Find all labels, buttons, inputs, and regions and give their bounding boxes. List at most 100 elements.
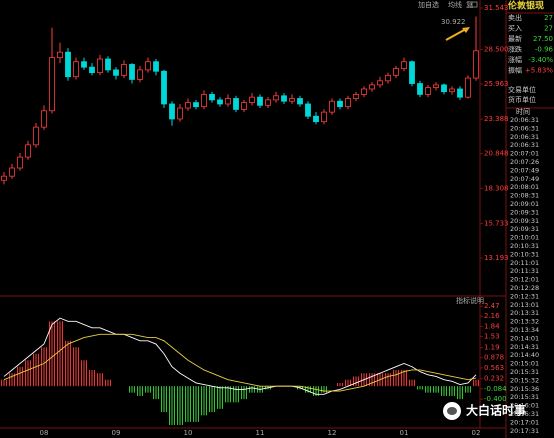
candle-body [241,102,247,110]
candle-body [41,110,47,128]
y-tick-label: 28.500 [484,45,509,53]
candle-body [97,58,103,74]
quote-label: 卖出 [508,13,522,22]
x-tick-label: 09 [112,429,121,437]
candle-body [161,70,167,105]
candle-body [425,87,431,95]
indicator-label[interactable]: 指标说明 [456,296,484,305]
candle-body [417,83,423,95]
quote-value: +5.83% [525,67,553,75]
candle-body [257,96,263,106]
y-tick-label: 1.53 [484,333,500,341]
candle-body [457,88,463,98]
tick-time: 20:14:01 [510,334,539,342]
candle-body [353,94,359,99]
candle-body [113,69,119,76]
quote-label: 涨跌 [508,45,522,54]
candle-body [465,77,471,98]
tick-time: 20:13:31 [510,309,539,317]
tick-time: 20:06:31 [510,133,539,141]
tick-time: 20:13:34 [510,326,539,334]
y-tick-label: 1.84 [484,323,500,331]
candle-body [145,61,151,71]
candle-body [329,100,335,113]
annotation-arrow [462,27,470,33]
tick-time: 20:07:01 [510,150,539,158]
y-tick-label: 1.19 [484,344,500,352]
toolbar-button[interactable]: 均线 [448,0,462,9]
tick-time: 20:16:01 [510,402,539,410]
y-tick-label: 2.47 [484,302,500,310]
candle-body [185,102,191,109]
candle-body [305,103,311,117]
x-tick-label: 12 [328,429,337,437]
y-tick-label: 25.963 [484,80,509,88]
unit-label: 货币单位 [508,95,536,104]
y-tick-label: 13.193 [484,254,509,262]
candle-body [441,84,447,93]
quote-title: 伦敦银现 [508,0,544,12]
candle-body [233,98,239,110]
tick-time: 20:14:31 [510,343,539,351]
x-tick-label: 11 [256,429,265,437]
tick-time: 20:06:31 [510,124,539,132]
candle-body [473,50,479,79]
candle-body [449,88,455,93]
candle-body [121,64,127,76]
tick-time: 20:12:01 [510,276,539,284]
tick-time: 20:15:01 [510,360,539,368]
candle-body [217,99,223,105]
macd-dea-line [3,333,477,392]
tick-time: 20:10:01 [510,234,539,242]
quote-value: -3.40% [528,56,553,64]
tick-time: 20:06:31 [510,116,539,124]
y-tick-label: 0.232 [484,375,504,383]
toolbar-icon[interactable] [471,1,478,8]
candle-body [249,96,255,104]
y-tick-label: 15.733 [484,219,509,227]
tick-time: 20:17:31 [510,427,539,435]
candle-body [385,74,391,82]
candle-body [369,84,375,90]
tick-time: 20:14:40 [510,351,539,359]
candle-body [337,100,343,108]
tick-time: 20:12:31 [510,292,539,300]
candle-body [153,61,159,72]
tick-time: 20:09:31 [510,208,539,216]
toolbar-button[interactable]: 复 [466,0,473,9]
candle-body [17,156,23,169]
tick-time: 20:11:31 [510,267,539,275]
watermark-icon [447,407,457,415]
quote-value: 27 [544,25,553,33]
y-tick-label: -0.084 [484,385,507,393]
tick-time: 20:10:31 [510,250,539,258]
candle-body [137,69,143,80]
candle-body [65,51,71,78]
candle-body [289,98,295,102]
tick-time: 20:07:49 [510,166,539,174]
unit-label: 交易单位 [508,85,536,94]
candle-body [105,58,111,71]
y-tick-label: 20.848 [484,150,509,158]
candle-body [33,126,39,146]
candle-body [57,51,63,59]
candle-body [193,102,199,108]
tick-time: 20:09:31 [510,225,539,233]
macd-dif-line [3,317,477,395]
candle-body [281,95,287,102]
quote-label: 最新 [508,34,522,43]
candle-body [81,61,87,68]
candle-body [297,98,303,105]
tick-time: 20:16:31 [510,410,539,418]
candle-body [129,64,135,80]
tick-time: 20:11:01 [510,259,539,267]
candle-body [321,111,327,123]
candle-body [89,66,95,74]
toolbar-button[interactable]: 加自选 [418,0,439,9]
candle-body [177,107,183,120]
annotation-arrow [445,28,467,41]
candle-body [273,95,279,101]
y-tick-label: -0.400 [484,395,507,403]
tick-time: 20:07:49 [510,175,539,183]
